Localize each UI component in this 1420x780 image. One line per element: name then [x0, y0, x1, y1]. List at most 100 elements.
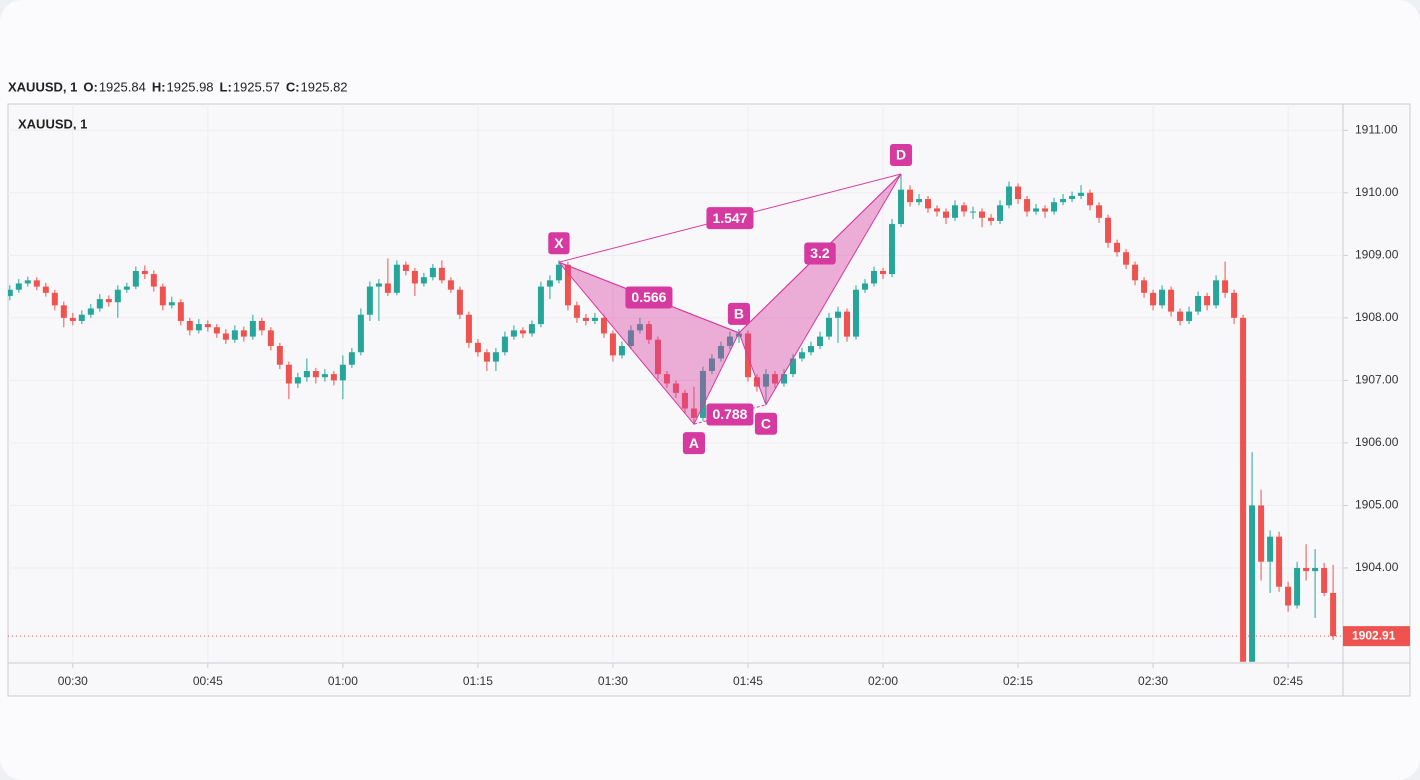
candle-body	[510, 330, 517, 337]
candle-body	[267, 330, 274, 346]
candle-body	[988, 217, 995, 221]
candle-body	[1330, 592, 1337, 637]
pattern-ratio-label-box	[625, 286, 673, 309]
candle-body	[1069, 195, 1076, 200]
readout-key: C:	[286, 79, 300, 94]
candle-body	[213, 327, 220, 334]
candle-body	[8, 289, 13, 296]
candle-body	[997, 205, 1004, 221]
pattern-ratio-label: 1.547	[712, 210, 747, 226]
candle-body	[483, 352, 490, 362]
candle-body	[979, 211, 986, 218]
last-price-label: 1902.91	[1352, 628, 1396, 642]
candle-body	[699, 370, 706, 418]
candle-body	[1042, 208, 1049, 212]
candle-body	[501, 336, 508, 353]
y-tick-label: 1907.00	[1355, 373, 1399, 387]
candle-body	[1033, 208, 1040, 212]
candle-body	[321, 374, 328, 378]
y-tick-label: 1905.00	[1355, 498, 1399, 512]
y-tick-label: 1906.00	[1355, 435, 1399, 449]
pattern-point-label-box	[682, 432, 706, 455]
candle-body	[744, 333, 751, 378]
candle-body	[771, 374, 778, 384]
candle-body	[834, 311, 841, 318]
candle-body	[798, 352, 805, 359]
x-tick-label: 01:45	[733, 674, 763, 688]
candle-body	[1105, 217, 1112, 243]
candle-body	[141, 270, 148, 275]
candle-body	[177, 302, 184, 321]
candle-body	[1015, 186, 1022, 200]
candle-body	[681, 392, 688, 409]
candle-body	[1294, 567, 1301, 606]
candle-body	[807, 345, 814, 353]
candle-body	[1132, 264, 1139, 281]
x-tick-label: 02:15	[1003, 674, 1033, 688]
readout-key: L:	[220, 79, 232, 94]
candle-body	[952, 205, 959, 218]
candle-body	[150, 274, 157, 287]
candle-body	[843, 311, 850, 337]
candle-body	[339, 364, 346, 381]
y-tick-label: 1911.00	[1355, 122, 1398, 136]
candle-body	[240, 330, 247, 337]
candle-body	[528, 324, 535, 334]
pattern: X A B C D 1.547 0.566 0.788 3.2	[548, 144, 913, 455]
candle-body	[1213, 280, 1220, 306]
candle-body	[42, 286, 49, 293]
candle-body	[726, 336, 733, 346]
candle-body	[573, 305, 580, 318]
readout-value: 1925.82	[301, 79, 348, 94]
x-tick-label: 00:30	[58, 674, 88, 688]
candle-body	[1204, 295, 1211, 306]
candle-body	[258, 320, 265, 331]
candle-body	[1123, 252, 1130, 265]
x-tick-label: 02:45	[1273, 674, 1303, 688]
candle-body	[1321, 567, 1328, 593]
candle-body	[429, 267, 436, 278]
x-tick-label: 01:15	[463, 674, 493, 688]
candle-body	[159, 286, 166, 306]
pattern-point-label-box	[727, 302, 751, 325]
candle-body	[1240, 317, 1247, 662]
candle-body	[600, 317, 607, 334]
candle-body	[465, 314, 472, 343]
candle-body	[438, 267, 445, 281]
candle-body	[60, 305, 67, 318]
pattern-point-label-box	[754, 412, 778, 435]
candle-body	[1186, 311, 1193, 321]
candle-body	[105, 299, 112, 303]
candle-body	[1177, 311, 1184, 321]
candle-body	[1195, 295, 1202, 312]
pattern-point-label: X	[554, 235, 564, 251]
candle-body	[1303, 567, 1310, 572]
candle-body	[384, 283, 391, 293]
candle-body	[402, 264, 409, 271]
candle-body	[654, 339, 661, 375]
candle-body	[456, 289, 463, 315]
candle-body	[708, 358, 715, 371]
candle-body	[780, 374, 787, 384]
x-tick-label: 01:30	[598, 674, 628, 688]
pattern-ratio-label: 3.2	[810, 245, 830, 261]
candle-body	[1006, 186, 1013, 206]
candle-body	[123, 286, 130, 290]
candle-body	[852, 289, 859, 337]
candle-body	[186, 320, 193, 331]
candle-body	[564, 264, 571, 306]
candle-body	[78, 314, 85, 321]
y-tick-label: 1909.00	[1355, 247, 1399, 261]
candle-body	[1060, 199, 1067, 203]
readout-value: 1925.84	[99, 79, 146, 94]
candle-body	[33, 280, 40, 287]
candle-body	[1285, 586, 1292, 606]
candle-body	[717, 345, 724, 359]
candle-body	[1231, 292, 1238, 318]
candle-body	[15, 283, 22, 290]
candle-body	[51, 292, 58, 306]
candle-body	[916, 199, 923, 203]
x-tick-label: 01:00	[328, 674, 358, 688]
candle-body	[330, 374, 337, 381]
